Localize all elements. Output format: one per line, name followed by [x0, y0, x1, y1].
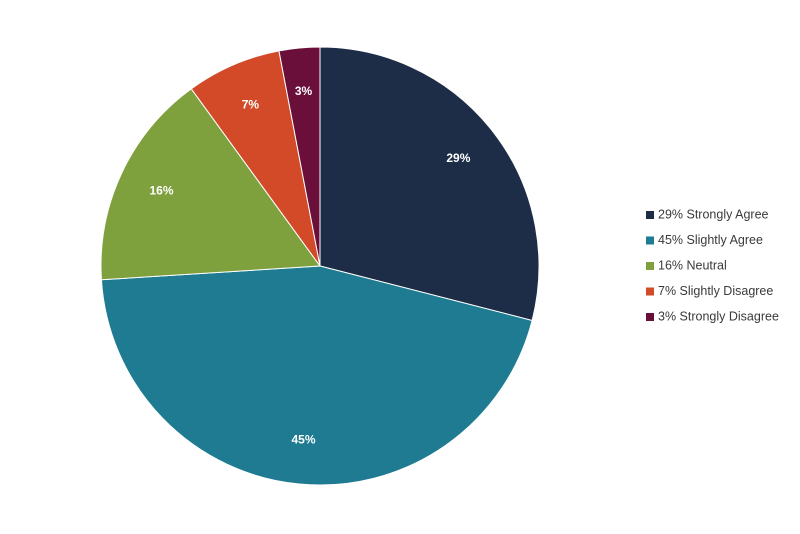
legend-item-0: 29% Strongly Agree [646, 207, 769, 221]
legend-item-1: 45% Slightly Agree [646, 233, 763, 247]
legend-swatch-4 [646, 313, 654, 321]
pie-data-label-1: 45% [291, 433, 315, 447]
legend-swatch-1 [646, 236, 654, 245]
pie-slices [100, 46, 540, 486]
pie-slice-1 [100, 265, 533, 486]
chart-legend: 29% Strongly Agree 45% Slightly Agree 16% … [646, 207, 779, 323]
pie-data-label-0: 29% [446, 151, 470, 165]
pie-data-labels: 29% 45% 16% 7% 3% [149, 84, 470, 447]
legend-item-2: 16% Neutral [646, 258, 727, 272]
pie-data-label-3: 7% [242, 97, 260, 111]
legend-label-2: 16% Neutral [658, 258, 727, 272]
legend-swatch-0 [646, 211, 654, 219]
legend-swatch-2 [646, 262, 654, 270]
pie-slice-2 [100, 88, 321, 281]
pie-data-label-4: 3% [295, 84, 313, 98]
legend-label-4: 3% Strongly Disagree [658, 309, 779, 323]
legend-item-4: 3% Strongly Disagree [646, 309, 779, 323]
legend-item-3: 7% Slightly Disagree [646, 284, 773, 298]
pie-slice-4 [278, 46, 321, 267]
pie-data-label-2: 16% [149, 184, 173, 198]
legend-swatch-3 [646, 287, 654, 296]
legend-label-1: 45% Slightly Agree [658, 233, 763, 247]
legend-label-3: 7% Slightly Disagree [658, 284, 773, 298]
legend-label-0: 29% Strongly Agree [658, 207, 769, 221]
pie-slice-0 [319, 46, 540, 322]
